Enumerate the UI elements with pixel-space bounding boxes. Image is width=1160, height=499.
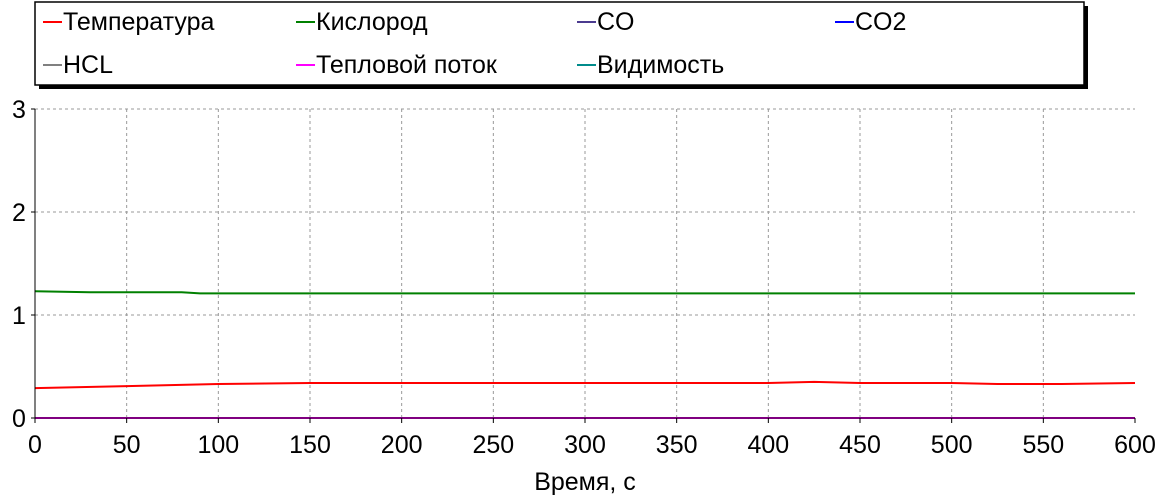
- series-line: [34, 380, 1136, 390]
- x-axis-title: Время, с: [534, 468, 636, 496]
- chart-tick-labels: 0 50 100 150 200 250 300 350 400 450 500 550 600 0 1 2 3: [12, 96, 1156, 459]
- x-tick-label: 250: [472, 431, 514, 459]
- x-tick-label: 150: [289, 431, 331, 459]
- x-tick-label: 550: [1022, 431, 1064, 459]
- y-tick-label: 0: [12, 405, 26, 433]
- chart-grid: [35, 108, 1135, 418]
- legend-label: Тепловой поток: [316, 51, 498, 79]
- legend-label: CO2: [855, 8, 906, 36]
- y-tick-label: 1: [12, 302, 26, 330]
- legend-label: Температура: [63, 8, 215, 36]
- x-tick-label: 50: [113, 431, 141, 459]
- x-tick-label: 200: [381, 431, 423, 459]
- y-tick-label: 3: [12, 96, 26, 124]
- legend-label: HCL: [63, 51, 113, 79]
- legend-label: Кислород: [316, 8, 428, 36]
- x-tick-label: 100: [197, 431, 239, 459]
- x-tick-label: 350: [656, 431, 698, 459]
- x-tick-label: 600: [1114, 431, 1156, 459]
- x-tick-label: 500: [931, 431, 973, 459]
- legend-label: CO: [597, 8, 635, 36]
- x-tick-label: 400: [747, 431, 789, 459]
- legend-box: [34, 1, 1085, 86]
- legend: Температура Кислород CO CO2 HCL Тепловой пото…: [34, 1, 1088, 89]
- y-tick-label: 2: [12, 199, 26, 227]
- series-line: [34, 290, 1135, 295]
- x-tick-label: 450: [839, 431, 881, 459]
- chart-axes: [31, 108, 1136, 423]
- legend-label: Видимость: [597, 51, 724, 79]
- x-tick-label: 300: [564, 431, 606, 459]
- x-tick-label: 0: [28, 431, 42, 459]
